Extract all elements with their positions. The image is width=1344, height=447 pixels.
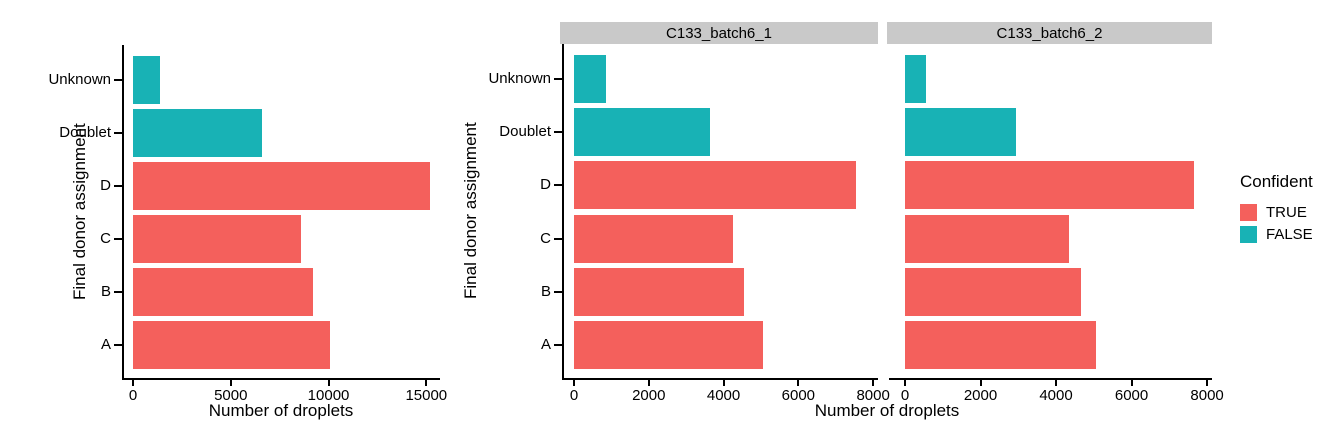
y-tick [114, 131, 122, 134]
bar-doublet [133, 108, 263, 157]
y-tick [114, 78, 122, 81]
x-tick-label: 5000 [214, 387, 248, 404]
x-tick-label: 15000 [405, 387, 448, 404]
y-tick [554, 77, 562, 80]
bar-c [905, 214, 1070, 263]
y-tick-label: Unknown [48, 70, 111, 88]
x-tick [132, 380, 134, 386]
x-tick-label: 0 [569, 387, 579, 404]
bar-d [905, 161, 1194, 210]
x-tick [797, 380, 800, 386]
bar-c [133, 215, 302, 263]
y-tick-label: C [540, 229, 551, 247]
y-tick-label: D [540, 176, 551, 194]
bar-doublet [905, 108, 1017, 156]
x-tick [573, 380, 575, 386]
y-axis-line [562, 44, 564, 380]
y-tick [554, 184, 562, 187]
y-tick [554, 237, 562, 240]
bar-d [133, 161, 431, 210]
x-tick-label: 0 [900, 387, 910, 404]
bar-d [574, 161, 857, 210]
x-tick-label: 10000 [307, 387, 350, 404]
x-axis-line [562, 378, 878, 380]
x-axis-line [122, 378, 440, 380]
y-tick-label: Doublet [499, 123, 551, 140]
x-axis-line [889, 378, 1212, 380]
legend-item-true: TRUE [1240, 201, 1313, 223]
bar-unknown [574, 54, 606, 103]
x-tick [229, 380, 232, 386]
legend-swatch-false [1240, 225, 1257, 243]
legend-item-false: FALSE [1240, 223, 1313, 245]
x-tick [872, 380, 875, 386]
y-axis-title: Final donor assignment [70, 123, 89, 300]
x-tick [647, 380, 650, 386]
bar-b [133, 268, 313, 317]
bar-a [905, 321, 1096, 370]
y-tick-label: B [100, 283, 111, 301]
x-tick-label: 4000 [1039, 387, 1073, 404]
x-tick-label: 2000 [963, 387, 998, 404]
x-tick-label: 2000 [632, 387, 666, 404]
facet-strip: C133_batch6_1 [560, 22, 878, 44]
facet-strip: C133_batch6_2 [887, 22, 1212, 44]
bar-doublet [574, 108, 711, 156]
y-tick-label: D [100, 176, 111, 194]
bar-a [574, 321, 763, 370]
x-tick [979, 380, 982, 386]
y-tick [114, 344, 122, 347]
y-axis-title: Final donor assignment [461, 122, 480, 300]
x-tick [327, 380, 330, 386]
legend-label: FALSE [1266, 225, 1313, 243]
x-tick [425, 380, 428, 386]
bar-a [133, 321, 331, 370]
bar-b [905, 268, 1081, 316]
x-tick-label: 8000 [1190, 387, 1224, 404]
legend-label: TRUE [1266, 203, 1307, 221]
y-tick [114, 238, 122, 241]
y-tick [554, 131, 562, 133]
y-tick [554, 291, 562, 293]
y-tick-label: Unknown [488, 69, 551, 87]
bar-unknown [133, 55, 161, 104]
y-axis-line [122, 45, 124, 380]
bar-unknown [905, 54, 926, 103]
bar-b [574, 268, 745, 316]
x-tick [722, 380, 725, 386]
x-tick-label: 0 [128, 387, 138, 404]
x-tick [1055, 380, 1058, 386]
x-tick [904, 380, 906, 386]
y-tick [554, 344, 562, 347]
x-tick-label: 6000 [781, 387, 816, 404]
x-tick-label: 8000 [856, 387, 890, 404]
y-tick-label: Doublet [59, 123, 111, 141]
legend-title: Confident [1240, 172, 1313, 191]
y-tick [114, 291, 122, 294]
x-tick-label: 6000 [1114, 387, 1149, 404]
x-tick [1206, 380, 1209, 386]
y-tick [114, 184, 122, 187]
y-tick-label: A [540, 336, 551, 354]
legend-swatch-true [1240, 203, 1257, 221]
y-tick-label: A [100, 336, 111, 354]
y-tick-label: C [100, 230, 111, 248]
legend: Confident TRUE FALSE [1240, 172, 1313, 245]
bar-c [574, 214, 733, 263]
x-axis-title: Number of droplets [208, 401, 354, 420]
x-tick-label: 4000 [706, 387, 741, 404]
legend-items: TRUE FALSE [1240, 201, 1313, 245]
x-axis-title: Number of droplets [814, 401, 960, 420]
x-tick [1130, 380, 1133, 386]
y-tick-label: B [540, 283, 551, 300]
